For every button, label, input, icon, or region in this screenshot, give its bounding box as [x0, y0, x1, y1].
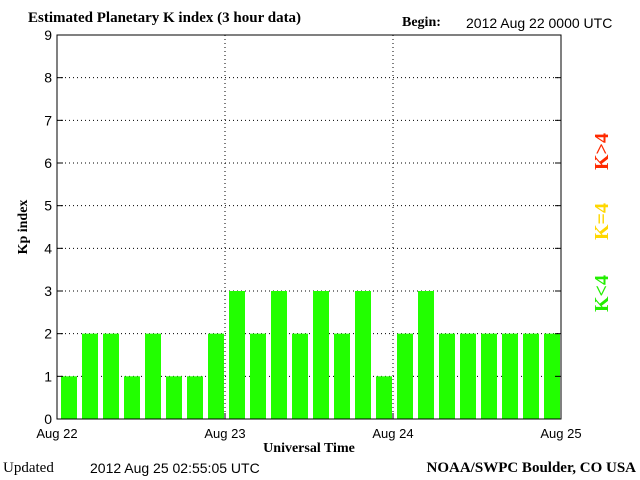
kp-bar — [439, 333, 455, 419]
x-tick-label: Aug 23 — [204, 426, 245, 441]
kp-bar — [481, 333, 497, 419]
kp-bar — [166, 376, 182, 419]
y-tick-label: 3 — [44, 283, 52, 299]
kp-bar — [82, 333, 98, 419]
legend-k-below-4: K<4 — [591, 275, 613, 312]
kp-bar — [61, 376, 77, 419]
kp-bar — [376, 376, 392, 419]
kp-bar — [250, 333, 266, 419]
kp-bar — [103, 333, 119, 419]
kp-bar — [271, 291, 287, 419]
kp-bar — [208, 333, 224, 419]
y-tick-label: 4 — [44, 240, 52, 256]
y-tick-label: 7 — [44, 112, 52, 128]
y-tick-label: 6 — [44, 155, 52, 171]
kp-bar — [229, 291, 245, 419]
legend-k-equal-4: K=4 — [591, 203, 613, 240]
x-tick-label: Aug 25 — [540, 426, 581, 441]
updated-timestamp: 2012 Aug 25 02:55:05 UTC — [90, 460, 260, 476]
y-tick-label: 9 — [44, 27, 52, 43]
y-tick-label: 0 — [44, 411, 52, 427]
chart-title: Estimated Planetary K index (3 hour data… — [28, 10, 302, 26]
kp-bar — [397, 333, 413, 419]
y-tick-label: 5 — [44, 198, 52, 214]
x-ticks: Aug 22 Aug 23 Aug 24 Aug 25 — [36, 413, 582, 441]
kp-bar — [187, 376, 203, 419]
y-tick-label: 8 — [44, 70, 52, 86]
x-tick-label: Aug 22 — [36, 426, 77, 441]
y-axis-label: Kp index — [16, 200, 31, 255]
kp-bar — [460, 333, 476, 419]
begin-label: Begin: — [402, 15, 441, 30]
kp-bar — [334, 333, 350, 419]
kp-bar — [523, 333, 539, 419]
kp-bar — [418, 291, 434, 419]
begin-value: 2012 Aug 22 0000 UTC — [466, 15, 613, 31]
plot-frame — [56, 34, 562, 420]
kp-bar — [502, 333, 518, 419]
y-ticks: 0 1 2 3 4 5 6 7 8 9 — [44, 27, 561, 427]
legend-k-above-4: K>4 — [591, 133, 613, 170]
y-tick-label: 1 — [44, 368, 52, 384]
kp-bar — [292, 333, 308, 419]
updated-label: Updated — [3, 460, 54, 476]
y-tick-label: 2 — [44, 326, 52, 342]
kp-bar — [145, 333, 161, 419]
kp-bar — [355, 291, 371, 419]
x-tick-label: Aug 24 — [372, 426, 413, 441]
source-credit: NOAA/SWPC Boulder, CO USA — [426, 460, 636, 476]
kp-bar — [124, 376, 140, 419]
x-axis-label: Universal Time — [263, 441, 355, 456]
grid-lines — [57, 35, 561, 419]
bars — [61, 291, 560, 419]
kp-bar — [544, 333, 560, 419]
kp-bar — [313, 291, 329, 419]
